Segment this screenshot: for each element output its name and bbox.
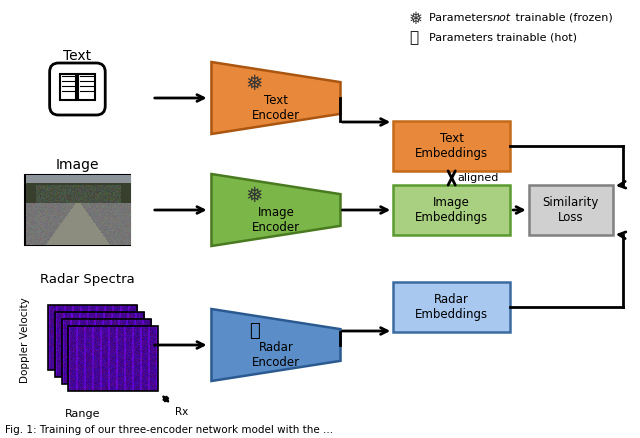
Text: Doppler Velocity: Doppler Velocity bbox=[20, 297, 30, 383]
Text: Radar Spectra: Radar Spectra bbox=[40, 273, 135, 286]
Text: Parameters trainable (hot): Parameters trainable (hot) bbox=[429, 33, 577, 43]
Text: Image
Encoder: Image Encoder bbox=[252, 206, 300, 234]
FancyBboxPatch shape bbox=[79, 74, 95, 100]
Text: ❅: ❅ bbox=[245, 74, 263, 94]
FancyBboxPatch shape bbox=[60, 74, 76, 100]
FancyBboxPatch shape bbox=[393, 121, 510, 171]
Text: Text: Text bbox=[63, 49, 92, 63]
Text: ❅: ❅ bbox=[245, 186, 263, 206]
FancyBboxPatch shape bbox=[50, 63, 105, 115]
Polygon shape bbox=[211, 62, 340, 134]
Text: trainable (frozen): trainable (frozen) bbox=[512, 13, 613, 23]
Text: Radar
Embeddings: Radar Embeddings bbox=[415, 293, 488, 321]
Text: ❅: ❅ bbox=[409, 10, 423, 28]
FancyBboxPatch shape bbox=[393, 282, 510, 332]
Polygon shape bbox=[211, 174, 340, 246]
Text: 🔥: 🔥 bbox=[409, 30, 418, 45]
Text: Range: Range bbox=[65, 409, 100, 419]
Text: Image: Image bbox=[56, 158, 99, 172]
FancyBboxPatch shape bbox=[529, 185, 613, 235]
Text: Parameters: Parameters bbox=[429, 13, 497, 23]
Text: Similarity
Loss: Similarity Loss bbox=[543, 196, 599, 224]
FancyBboxPatch shape bbox=[393, 185, 510, 235]
Text: Image
Embeddings: Image Embeddings bbox=[415, 196, 488, 224]
Text: not: not bbox=[492, 13, 511, 23]
Text: aligned: aligned bbox=[458, 173, 499, 183]
Text: Fig. 1: Training of our three-encoder network model with the ...: Fig. 1: Training of our three-encoder ne… bbox=[5, 425, 333, 435]
Text: Radar
Encoder: Radar Encoder bbox=[252, 341, 300, 369]
Text: Text
Encoder: Text Encoder bbox=[252, 94, 300, 122]
Polygon shape bbox=[211, 309, 340, 381]
Text: 🔥: 🔥 bbox=[249, 322, 259, 340]
Text: Text
Embeddings: Text Embeddings bbox=[415, 132, 488, 160]
Text: Rx: Rx bbox=[175, 407, 188, 417]
